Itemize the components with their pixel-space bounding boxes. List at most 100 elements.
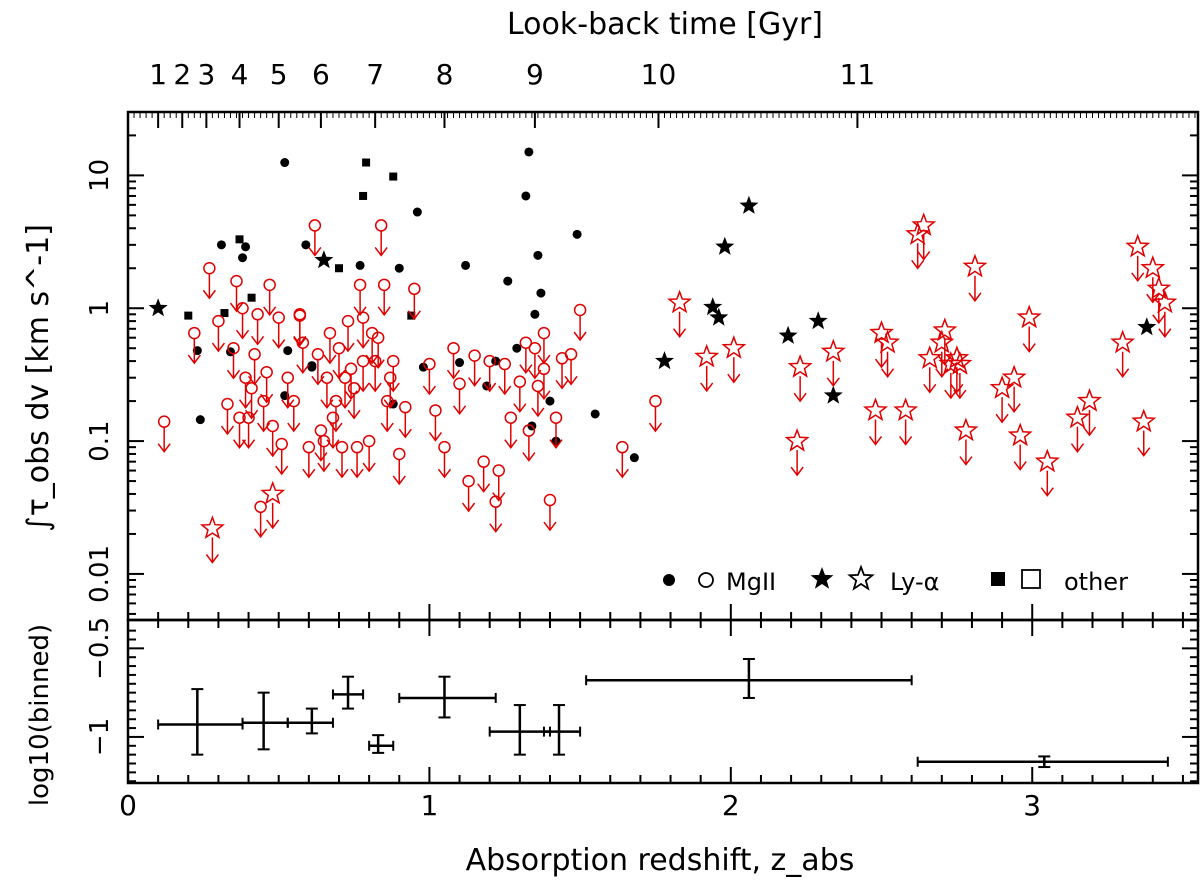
limit-arrow-head [407,310,421,321]
lya-detection-point [823,385,843,404]
mgii-detection-point [238,253,248,263]
mgii-upper-limit-point [221,397,234,411]
limit-arrow-head [564,375,578,386]
limit-arrow-head [232,439,247,449]
limit-arrow-head [648,422,663,433]
x-tick-label: 2 [722,789,740,822]
limit-arrow-head [260,393,274,404]
limit-arrow-head [793,392,807,403]
lya-upper-limit-point [1016,304,1042,329]
mgii-detection-point [590,409,600,419]
lya-upper-limit-point [869,319,895,344]
y-tick-label: 1 [85,300,115,317]
limit-arrow-head [428,432,443,442]
limit-arrow-head [519,364,533,374]
mgii-upper-limit-point [489,495,502,508]
limit-arrow-head [251,335,265,346]
limit-arrow-head [371,359,385,369]
limit-arrow-head [923,383,937,394]
mgii-upper-limit-point [203,261,216,275]
limit-arrow-head [326,439,340,449]
mgii-upper-limit-point [429,404,442,417]
lya-upper-limit-point [1064,404,1090,429]
limit-arrow-head [489,523,503,533]
other-detection-point [235,235,244,244]
limit-arrow-head [238,399,253,409]
limit-arrow-head [398,428,412,439]
limit-arrow-head [537,354,551,365]
legend-lya-filled [810,567,834,589]
limit-arrow-head [615,468,629,479]
series-open-circle-arrow [157,219,663,539]
lya-upper-limit-point [820,338,846,363]
limit-arrow-head [374,246,388,257]
legend-other-label: other [1064,568,1128,596]
limit-arrow-head [226,369,241,380]
lya-upper-limit-point [260,480,286,505]
limit-arrow-head [157,443,171,453]
other-detection-point [220,309,229,318]
mgii-upper-limit-point [157,415,171,428]
mgii-detection-point [530,309,540,319]
limit-arrow-head [504,439,518,449]
lya-upper-limit-point [1131,408,1157,433]
limit-arrow-head [528,369,542,380]
y-axis-label-main: ∫τ_obs dv [km s^-1] [21,224,56,532]
limit-arrow-head [241,439,256,449]
limit-arrow-head [422,385,437,396]
mgii-upper-limit-point [408,282,421,296]
lya-upper-limit-point [929,329,955,354]
limit-arrow-head [202,289,216,300]
mgii-detection-point [283,346,293,356]
mgii-upper-limit-point [447,341,460,355]
limit-arrow-head [477,483,491,493]
mgii-upper-limit-point [383,371,397,384]
limit-arrow-head [1131,272,1145,283]
lya-upper-limit-point [1001,364,1027,389]
binned-points [157,657,1169,769]
lya-upper-limit-point [947,350,973,375]
limit-arrow-head [386,382,400,393]
top-tick-label: 11 [840,58,876,91]
limit-arrow-head [826,377,840,388]
limit-arrow-head [522,452,536,462]
limit-arrow-head [211,342,226,353]
lya-detection-point [1137,317,1157,336]
y-tick-label: 0.1 [85,420,115,461]
limit-arrow-head [377,306,391,317]
y-tick-label: −1 [85,718,115,756]
limit-arrow-head [368,382,382,393]
top-tick-label: 1 [149,58,167,91]
mgii-upper-limit-point [272,311,285,324]
limit-arrow-head [573,331,587,342]
mgii-detection-point [418,362,428,372]
mgii-upper-limit-point [477,455,490,468]
limit-arrow-head [266,447,280,458]
mgii-detection-point [461,260,471,270]
limit-arrow-head [899,436,913,446]
lya-upper-limit-point [1146,275,1172,300]
limit-arrow-head [263,306,277,317]
limit-arrow-head [911,259,925,270]
limit-arrow-head [287,422,301,433]
limit-arrow-head [1013,461,1027,471]
limit-arrow-head [1137,447,1151,457]
limit-arrow-head [344,390,358,401]
mgii-upper-limit-point [492,464,505,477]
mgii-upper-limit-point [549,411,563,424]
limit-arrow-head [1070,443,1085,453]
limit-arrow-head [1007,403,1021,413]
top-tick-label: 4 [231,58,249,91]
mgii-upper-limit-point [260,365,273,379]
limit-arrow-head [244,409,259,420]
mgii-upper-limit-point [386,354,400,368]
limit-arrow-head [317,462,331,473]
limit-arrow-head [1022,343,1036,353]
mgii-detection-point [192,346,202,356]
limit-arrow-head [314,452,328,462]
top-tick-label: 2 [173,58,191,91]
lya-upper-limit-point [1140,255,1166,279]
mgii-upper-limit-point [308,219,322,232]
limit-arrow-head [880,368,895,378]
y-tick-label: −0.5 [85,617,115,680]
